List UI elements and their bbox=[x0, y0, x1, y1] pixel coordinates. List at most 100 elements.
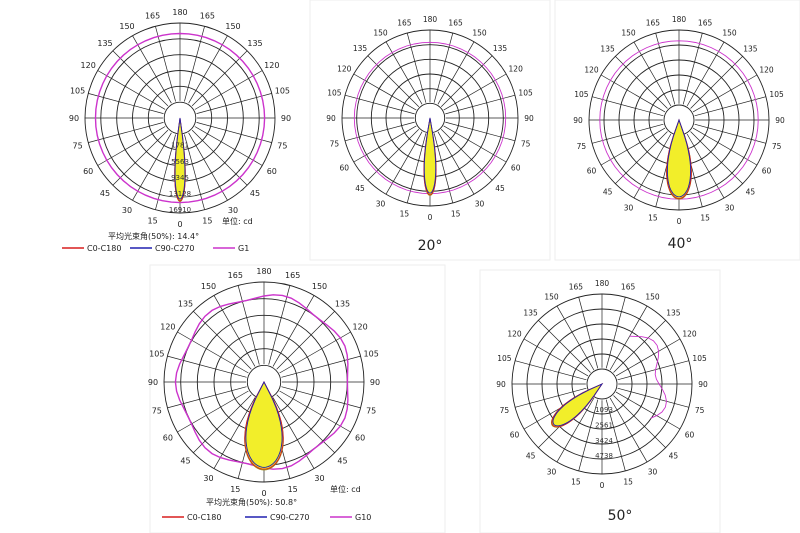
grid-ray bbox=[605, 297, 626, 369]
angle-label: 30 bbox=[228, 206, 238, 215]
grid-ray bbox=[615, 131, 668, 184]
grid-ray bbox=[88, 93, 164, 114]
chart-caption: 40° bbox=[668, 236, 693, 252]
angle-label: 30 bbox=[624, 204, 634, 213]
angle-label: 135 bbox=[178, 300, 193, 309]
grid-ray bbox=[276, 311, 335, 370]
angle-label: 75 bbox=[695, 406, 705, 415]
grid-ray bbox=[194, 126, 263, 166]
angle-label: 120 bbox=[160, 323, 175, 332]
grid-ray bbox=[613, 395, 666, 448]
grid-ray bbox=[213, 295, 256, 367]
c90-c270-curve bbox=[423, 117, 437, 194]
angle-label: 30 bbox=[725, 204, 735, 213]
angle-label: 180 bbox=[172, 8, 187, 17]
angle-label: 45 bbox=[603, 187, 613, 196]
legend-entry: C90-C270 bbox=[155, 244, 195, 253]
grid-ray bbox=[515, 360, 587, 381]
c0-c180-curve bbox=[551, 382, 604, 428]
angle-label: 45 bbox=[355, 184, 365, 193]
angle-label: 105 bbox=[497, 354, 512, 363]
angle-label: 165 bbox=[200, 12, 215, 21]
grid-ray bbox=[600, 74, 666, 113]
ring-value-label: 16910 bbox=[169, 206, 191, 214]
angle-label: 75 bbox=[500, 406, 510, 415]
angle-label: 90 bbox=[326, 114, 336, 123]
angle-label: 105 bbox=[275, 87, 290, 96]
grid-ray bbox=[279, 390, 351, 433]
angle-label: 30 bbox=[648, 468, 658, 477]
grid-ray bbox=[578, 399, 599, 471]
angle-label: 135 bbox=[247, 39, 262, 48]
grid-ray bbox=[690, 56, 743, 109]
angle-label: 165 bbox=[569, 282, 584, 291]
grid-ray bbox=[692, 127, 758, 166]
grid-ray bbox=[578, 297, 599, 369]
angle-label: 30 bbox=[475, 200, 485, 209]
grid-ray bbox=[272, 397, 315, 469]
grid-ray bbox=[155, 26, 176, 102]
ring-value-label: 1781 bbox=[171, 142, 189, 150]
panel-frame-5 bbox=[479, 269, 721, 533]
angle-label: 150 bbox=[201, 282, 216, 291]
angle-label: 105 bbox=[692, 354, 707, 363]
grid-ray bbox=[592, 123, 664, 144]
grid-ray bbox=[633, 41, 672, 107]
angle-label: 90 bbox=[370, 378, 380, 387]
angle-label: 15 bbox=[202, 216, 212, 225]
grid-ray bbox=[184, 134, 205, 210]
ring-value-label: 3424 bbox=[595, 437, 613, 445]
beam-angle-note: 平均光束角(50%): 14.4° bbox=[108, 231, 199, 241]
grid-ray bbox=[272, 295, 315, 367]
angle-label: 105 bbox=[769, 90, 784, 99]
grid-ray bbox=[237, 285, 260, 365]
angle-label: 180 bbox=[423, 15, 438, 24]
grid-ray bbox=[177, 390, 249, 433]
angle-label: 150 bbox=[621, 29, 636, 38]
angle-label: 75 bbox=[577, 142, 587, 151]
grid-ray bbox=[515, 387, 587, 408]
legend-entry: C0-C180 bbox=[87, 244, 121, 253]
ring-value-label: 5563 bbox=[171, 158, 189, 166]
angle-label: 135 bbox=[493, 44, 508, 53]
c90-c270-curve bbox=[245, 380, 283, 468]
angle-label: 60 bbox=[762, 167, 772, 176]
angle-label: 165 bbox=[621, 282, 636, 291]
angle-label: 60 bbox=[685, 431, 695, 440]
angle-label: 45 bbox=[669, 451, 679, 460]
angle-label: 75 bbox=[73, 141, 83, 150]
grid-ray bbox=[655, 33, 676, 105]
angle-label: 15 bbox=[623, 478, 633, 487]
grid-ray bbox=[112, 129, 169, 186]
angle-label: 150 bbox=[645, 293, 660, 302]
grid-ray bbox=[692, 74, 758, 113]
angle-label: 135 bbox=[353, 44, 368, 53]
grid-ray bbox=[609, 397, 648, 463]
angle-label: 15 bbox=[400, 210, 410, 219]
angle-label: 165 bbox=[698, 18, 713, 27]
angle-label: 30 bbox=[314, 474, 324, 483]
angle-label: 90 bbox=[496, 380, 506, 389]
angle-label: 60 bbox=[267, 167, 277, 176]
angle-label: 0 bbox=[428, 213, 433, 222]
beam-angle-note: 平均光束角(50%): 50.8° bbox=[206, 497, 297, 507]
angle-label: 135 bbox=[600, 45, 615, 54]
grid-ray bbox=[613, 320, 666, 373]
angle-label: 135 bbox=[335, 300, 350, 309]
angle-label: 105 bbox=[70, 87, 85, 96]
ring-value-label: 4738 bbox=[595, 452, 613, 460]
angle-label: 15 bbox=[571, 478, 581, 487]
g-curve bbox=[599, 40, 759, 200]
angle-label: 150 bbox=[373, 28, 388, 37]
grid-ray bbox=[191, 129, 248, 186]
grid-ray bbox=[686, 133, 725, 199]
angle-label: 30 bbox=[203, 474, 213, 483]
grid-ray bbox=[279, 331, 351, 374]
panel-frame-1 bbox=[40, 0, 310, 270]
angle-label: 135 bbox=[666, 309, 681, 318]
angle-label: 15 bbox=[648, 214, 658, 223]
grid-ray bbox=[556, 397, 595, 463]
grid-ray bbox=[523, 338, 589, 377]
